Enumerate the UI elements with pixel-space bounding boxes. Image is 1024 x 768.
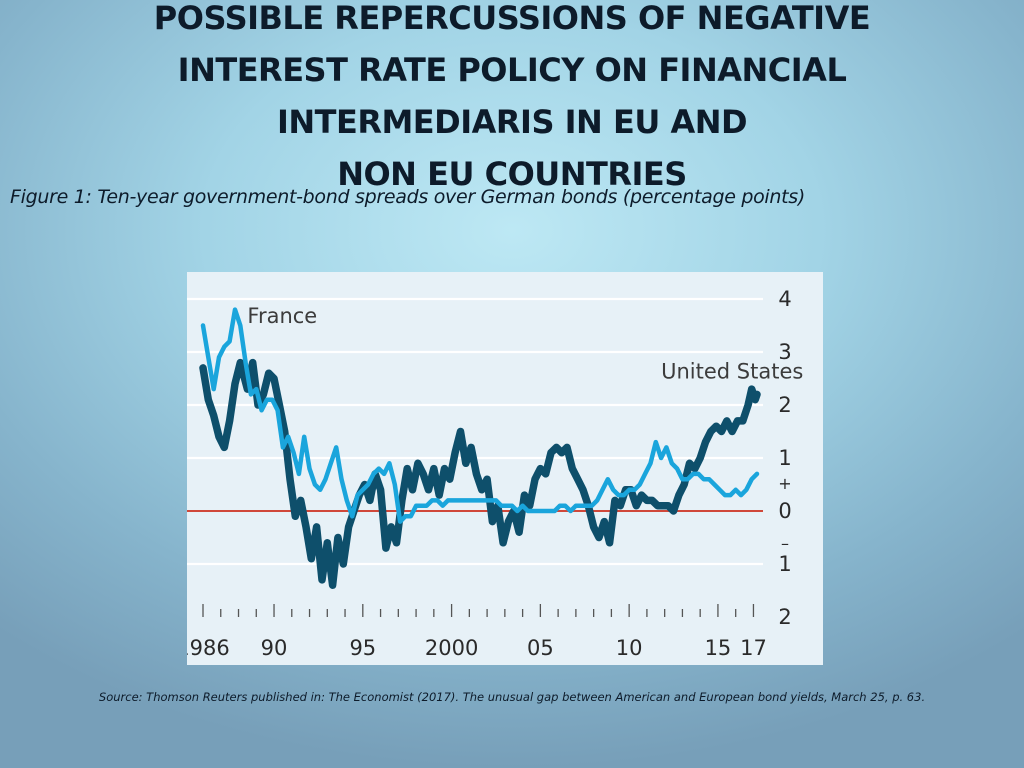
x-tick-label: 17 <box>740 636 767 660</box>
slide-title: POSSIBLE REPERCUSSIONS OF NEGATIVE INTER… <box>112 0 912 200</box>
series-line-france <box>200 307 760 524</box>
x-tick-label: 10 <box>616 636 643 660</box>
x-tick-label: 90 <box>261 636 288 660</box>
y-tick-sign: + <box>778 474 791 493</box>
source-note: Source: Thomson Reuters published in: Th… <box>98 690 926 704</box>
x-tick-label: 1986 <box>187 636 230 660</box>
y-tick-label: 1 <box>778 552 791 576</box>
title-line: POSSIBLE REPERCUSSIONS OF NEGATIVE <box>153 0 871 37</box>
figure-caption: Figure 1: Ten-year government-bond sprea… <box>10 186 805 208</box>
y-tick-sign: – <box>781 534 789 553</box>
y-tick-label: 1 <box>778 446 791 470</box>
x-tick-label: 95 <box>349 636 376 660</box>
x-tick-label: 05 <box>527 636 554 660</box>
x-tick-label: 15 <box>705 636 732 660</box>
x-tick-label: 2000 <box>425 636 478 660</box>
title-line: NON EU COUNTRIES <box>337 155 687 193</box>
y-tick-label: 2 <box>778 393 791 417</box>
y-tick-label: 4 <box>778 287 791 311</box>
title-line: INTEREST RATE POLICY ON FINANCIAL <box>177 51 847 89</box>
y-tick-label: 3 <box>778 340 791 364</box>
series-label-france: France <box>247 304 317 328</box>
y-tick-label: 2 <box>778 605 791 629</box>
title-line: INTERMEDIARIS IN EU AND <box>276 103 748 141</box>
y-tick-label: 0 <box>778 499 791 523</box>
series-line-united-states <box>199 358 761 589</box>
series-label-united-states: United States <box>661 360 803 384</box>
